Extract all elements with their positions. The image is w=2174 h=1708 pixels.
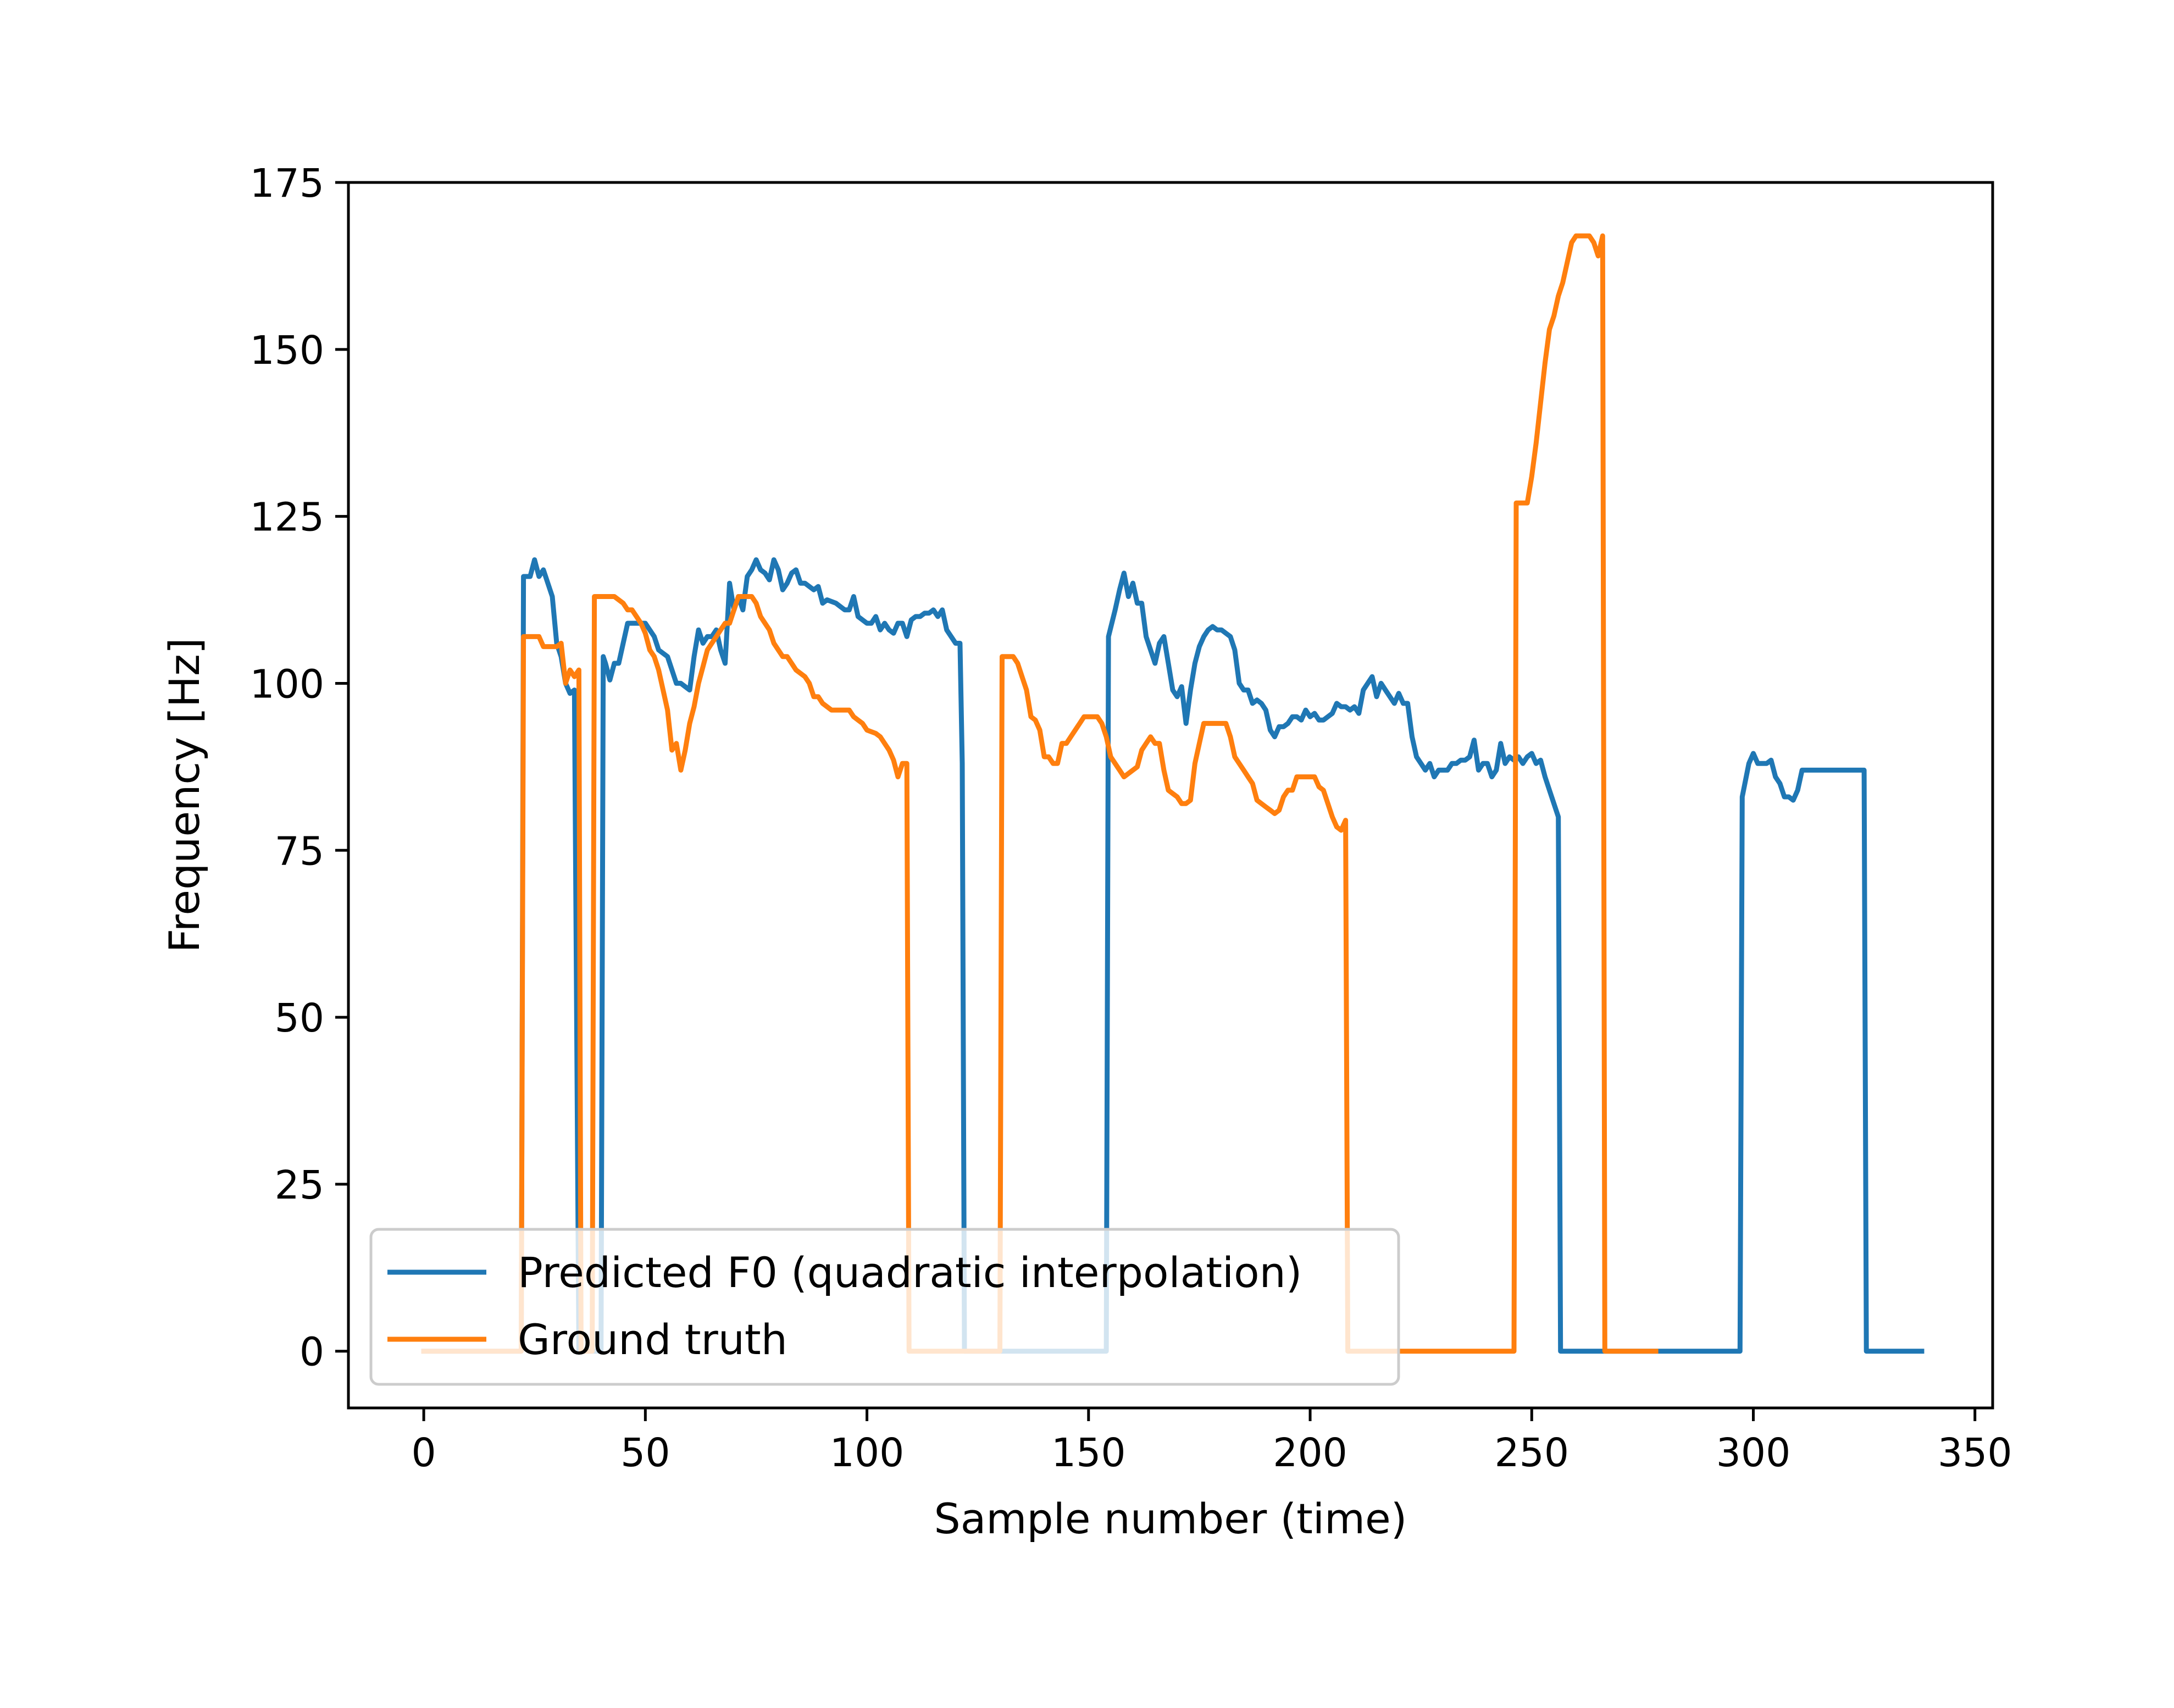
y-tick-label: 0: [300, 1329, 324, 1375]
series-line-predicted-f0: [421, 557, 1925, 1354]
y-tick-label: 25: [275, 1162, 324, 1208]
legend-label: Ground truth: [518, 1315, 787, 1364]
series-line-ground-truth: [421, 233, 1659, 1354]
y-tick-label: 150: [249, 328, 324, 373]
y-tick-label: 75: [275, 828, 324, 874]
y-tick-label: 175: [249, 160, 324, 206]
series-layer: [421, 233, 1925, 1354]
x-tick-label: 250: [1495, 1430, 1570, 1476]
y-axis: 0 25 50 75 100 125 150 175: [249, 160, 348, 1375]
x-tick-label: 100: [830, 1430, 905, 1476]
y-tick-label: 50: [275, 995, 324, 1041]
legend: Predicted F0 (quadratic interpolation) Gr…: [369, 1228, 1400, 1386]
legend-box: [369, 1228, 1400, 1386]
x-tick-label: 300: [1716, 1430, 1791, 1476]
y-axis-label: Frequency [Hz]: [160, 637, 209, 952]
x-tick-label: 200: [1273, 1430, 1347, 1476]
x-tick-label: 0: [412, 1430, 436, 1476]
legend-label: Predicted F0 (quadratic interpolation): [518, 1248, 1302, 1297]
x-axis: 0 50 100 150 200 250 300 350: [412, 1408, 2012, 1476]
y-tick-label: 125: [249, 495, 324, 540]
y-tick-label: 100: [249, 661, 324, 707]
x-tick-label: 50: [620, 1430, 670, 1476]
x-tick-label: 150: [1051, 1430, 1126, 1476]
x-axis-label: Sample number (time): [934, 1494, 1407, 1543]
plot-area-frame: [347, 181, 1994, 1410]
x-tick-label: 350: [1938, 1430, 2012, 1476]
